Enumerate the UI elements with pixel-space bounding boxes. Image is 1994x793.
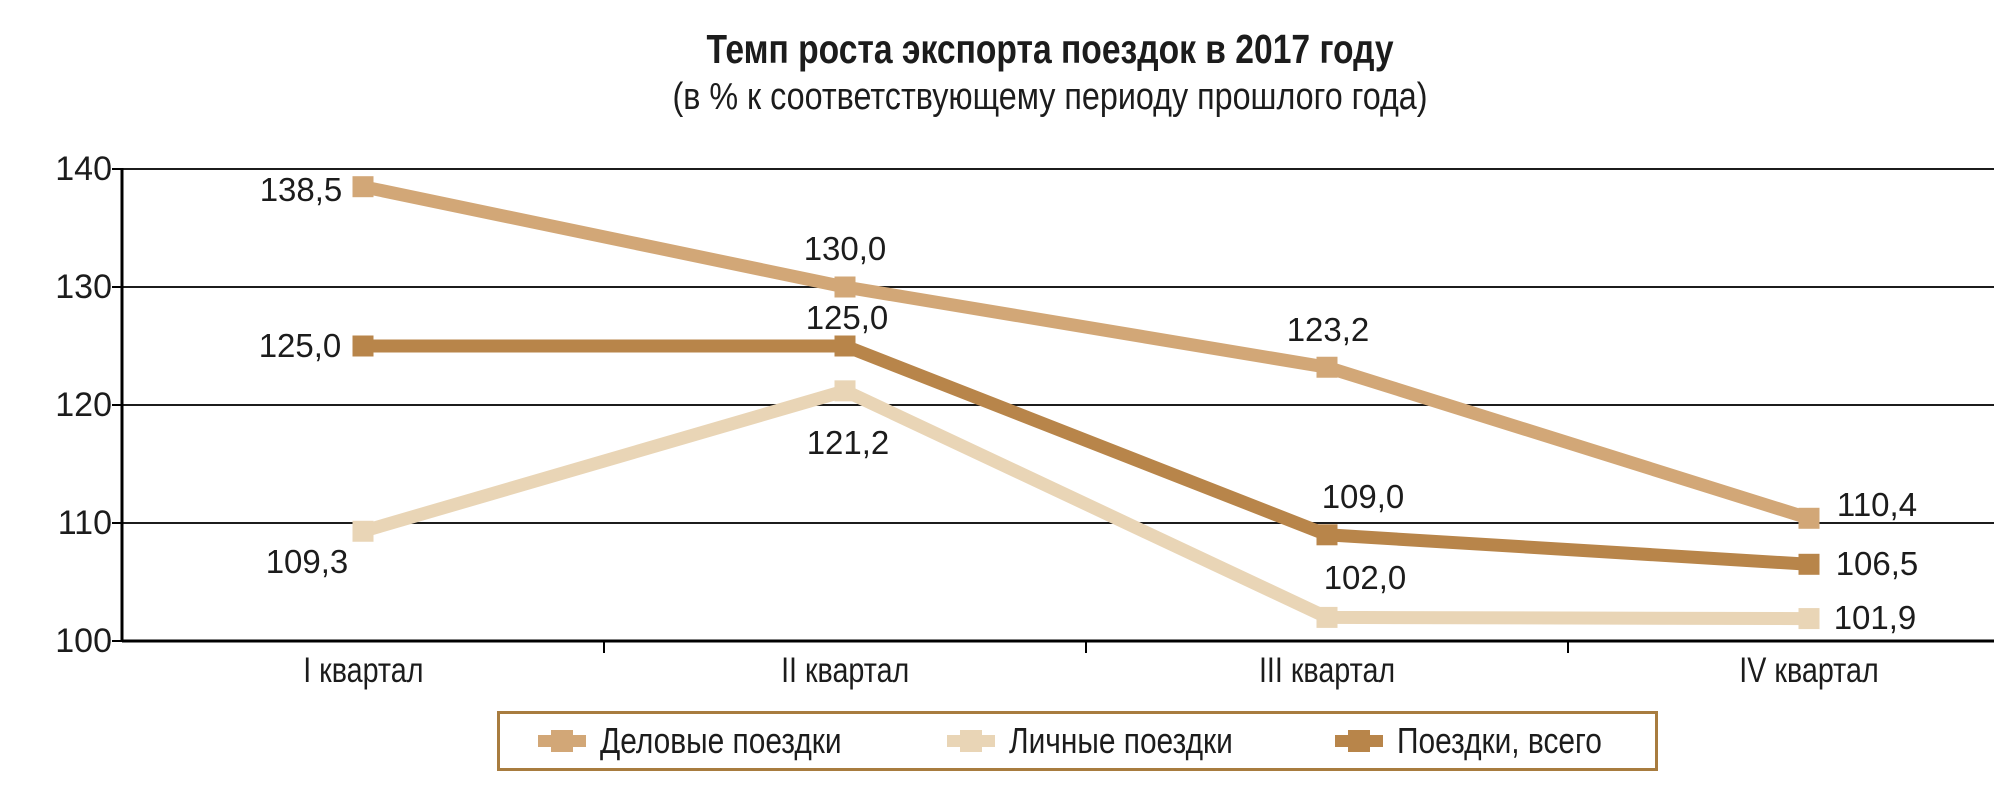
data-label: 102,0 (1323, 559, 1407, 597)
series-marker (834, 380, 856, 402)
legend-line-marker-icon (947, 730, 995, 752)
data-label: 109,3 (265, 543, 349, 581)
legend-item-label: Деловые поездки (600, 720, 842, 761)
series-marker (1316, 524, 1338, 546)
x-axis-label-text: III квартал (1258, 651, 1396, 690)
series-marker (1798, 553, 1820, 575)
data-label: 125,0 (258, 327, 342, 364)
y-axis-label: 120 (55, 386, 112, 424)
legend-item-2: Личные поездки (947, 720, 1279, 762)
series-marker (834, 276, 856, 298)
legend-item-label: Поездки, всего (1396, 720, 1602, 761)
data-label: 110,4 (1836, 486, 1918, 524)
x-axis-label: II квартал (685, 652, 1005, 690)
series-marker (1316, 356, 1338, 378)
y-axis-label: 100 (55, 622, 112, 660)
data-label: 109,0 (1321, 477, 1405, 515)
x-axis-label: IV квартал (1649, 652, 1969, 690)
data-label: 101,9 (1833, 598, 1917, 636)
legend-square-marker (551, 730, 573, 752)
data-label: 106,5 (1835, 545, 1919, 583)
y-axis-label: 110 (57, 504, 112, 542)
series-marker (352, 335, 374, 357)
legend-square-marker (960, 730, 982, 752)
series-marker (1798, 507, 1820, 529)
series-marker (834, 335, 856, 357)
chart-title: Темп роста экспорта поездок в 2017 году (706, 26, 1394, 72)
legend-line-marker-icon (1334, 730, 1383, 752)
legend: Деловые поездки Личные поездки Поездки, вс… (497, 711, 1658, 771)
data-label: 125,0 (805, 299, 889, 336)
legend-line-marker-icon (538, 730, 586, 752)
series-marker (352, 176, 374, 198)
legend-item-3: Поездки, всего (1334, 720, 1644, 762)
x-axis-label-text: II квартал (780, 651, 910, 690)
series-marker (352, 520, 374, 542)
legend-square-marker (1347, 730, 1370, 752)
legend-item-label: Личные поездки (1009, 720, 1233, 761)
data-label: 121,2 (806, 423, 890, 461)
series-line-2 (361, 383, 1810, 626)
data-label: 123,2 (1286, 311, 1370, 349)
y-axis-label: 140 (55, 150, 112, 188)
x-axis-label-text: I квартал (302, 651, 424, 690)
y-axis-label: 130 (55, 268, 112, 306)
chart-subtitle: (в % к соответствующему периоду прошлого… (672, 76, 1428, 118)
series-marker (1316, 606, 1338, 628)
x-axis-label-text: IV квартал (1739, 651, 1879, 690)
legend-item-1: Деловые поездки (538, 720, 891, 762)
series-line-3 (363, 339, 1810, 571)
x-axis-label: I квартал (203, 652, 523, 690)
series-marker (1798, 608, 1820, 630)
data-label: 130,0 (803, 230, 887, 267)
x-axis-label: III квартал (1167, 652, 1487, 690)
data-label: 138,5 (259, 170, 343, 208)
series-line-1 (361, 180, 1811, 525)
